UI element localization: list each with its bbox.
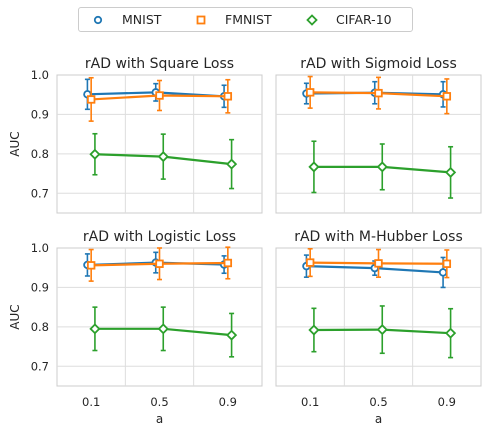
- p2-point: [308, 161, 320, 173]
- p4-point: [305, 258, 315, 267]
- p1-ytick-label: 0.9: [31, 107, 49, 121]
- p3-ytick-label: 0.8: [31, 320, 49, 334]
- p1-ytick-label: 0.8: [31, 147, 49, 161]
- p3-xlabel: a: [156, 412, 163, 426]
- p1-title: rAD with Square Loss: [85, 56, 234, 72]
- p2-point: [442, 92, 452, 101]
- p3-ytick-label: 0.9: [31, 280, 49, 294]
- p3-ylabel: AUC: [8, 304, 22, 329]
- p2-point: [445, 166, 457, 178]
- p3-point: [86, 261, 96, 270]
- p3-point: [226, 329, 238, 341]
- p3-point: [157, 323, 169, 335]
- p2-point: [305, 88, 315, 97]
- p1-ytick-label: 0.7: [31, 186, 49, 200]
- p4-xlabel: a: [375, 412, 382, 426]
- p1-point: [89, 148, 101, 160]
- legend-label-fmnist: FMNIST: [225, 12, 272, 27]
- p4-point: [442, 259, 452, 268]
- p3-xtick-label: 0.1: [82, 395, 100, 409]
- p1-point: [86, 95, 96, 104]
- p2-point: [374, 88, 383, 98]
- p3-point: [155, 259, 164, 268]
- p4-xtick-label: 0.1: [301, 395, 319, 409]
- p2-point: [376, 161, 388, 173]
- square-marker-icon: [196, 15, 206, 25]
- p4-point: [374, 259, 383, 268]
- p4-title: rAD with M-Hubber Loss: [294, 229, 463, 245]
- p3-title: rAD with Logistic Loss: [83, 229, 236, 245]
- p4-point: [438, 268, 448, 277]
- diamond-marker-icon: [306, 14, 318, 26]
- p3-xtick-label: 0.9: [219, 395, 237, 409]
- p3-xtick-label: 0.5: [150, 395, 168, 409]
- p4-point: [445, 327, 457, 339]
- p4-point: [308, 324, 320, 336]
- p1-point: [155, 91, 164, 100]
- legend: MNIST FMNIST CIFAR-10: [78, 7, 413, 32]
- p1-ytick-label: 1.0: [31, 68, 49, 82]
- p1-ylabel: AUC: [8, 131, 22, 156]
- p2-title: rAD with Sigmoid Loss: [300, 56, 457, 72]
- circle-marker-icon: [93, 15, 103, 25]
- p3-ytick-label: 0.7: [31, 359, 49, 373]
- p1-point: [157, 151, 169, 163]
- p4-xtick-label: 0.5: [369, 395, 387, 409]
- p3-point: [223, 258, 233, 268]
- p1-point: [223, 92, 233, 101]
- p1-point: [226, 158, 238, 170]
- p3-point: [89, 323, 101, 335]
- p4-point: [376, 324, 388, 336]
- p3-ytick-label: 1.0: [31, 241, 49, 255]
- legend-label-cifar10: CIFAR-10: [336, 12, 392, 27]
- p4-xtick-label: 0.9: [438, 395, 456, 409]
- legend-label-mnist: MNIST: [122, 12, 162, 27]
